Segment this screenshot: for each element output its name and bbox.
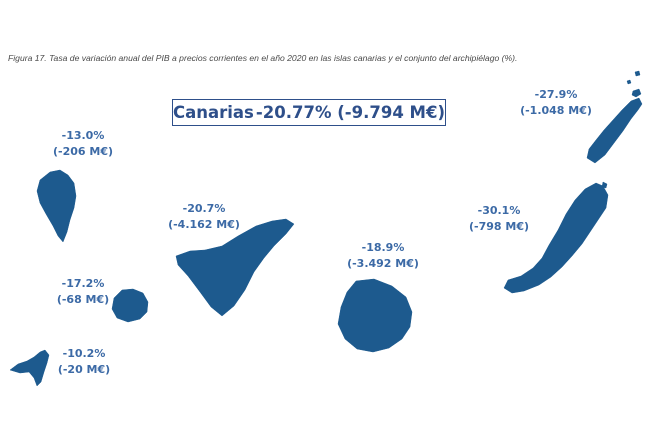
label-tenerife: -20.7% (-4.162 M€) xyxy=(168,201,240,233)
amount-lanzarote: (-1.048 M€) xyxy=(520,104,592,117)
amount-el-hierro: (-20 M€) xyxy=(57,363,111,376)
label-la-gomera: -17.2% (-68 M€) xyxy=(57,276,109,308)
islet-montana-clara xyxy=(626,79,632,85)
islet-lobos xyxy=(601,181,608,189)
rate-tenerife: -20.7% xyxy=(182,202,226,215)
rate-la-palma: -13.0% xyxy=(61,129,105,142)
island-gran-canaria xyxy=(337,278,413,353)
island-el-hierro xyxy=(9,349,50,387)
rate-fuerteventura: -30.1% xyxy=(477,204,521,217)
amount-gran-canaria: (-3.492 M€) xyxy=(347,257,419,270)
label-la-palma: -13.0% (-206 M€) xyxy=(53,128,113,160)
amount-la-palma: (-206 M€) xyxy=(52,145,114,158)
amount-tenerife: (-4.162 M€) xyxy=(168,218,240,231)
island-lanzarote xyxy=(586,97,643,164)
archipelago-name: Canarias xyxy=(173,103,254,122)
label-el-hierro: -10.2% (-20 M€) xyxy=(58,346,110,378)
amount-fuerteventura: (-798 M€) xyxy=(468,220,530,233)
rate-gran-canaria: -18.9% xyxy=(361,241,405,254)
figure-caption: Figura 17. Tasa de variación anual del P… xyxy=(8,53,518,63)
archipelago-total-value: -20.77% (-9.794 M€) xyxy=(255,103,445,122)
island-fuerteventura xyxy=(503,182,609,294)
island-la-palma xyxy=(36,169,77,243)
rate-la-gomera: -17.2% xyxy=(61,277,105,290)
islet-la-graciosa xyxy=(631,88,642,98)
rate-lanzarote: -27.9% xyxy=(534,88,578,101)
rate-el-hierro: -10.2% xyxy=(62,347,106,360)
island-la-gomera xyxy=(111,288,149,323)
islet-alegranza xyxy=(634,70,641,77)
archipelago-total-box: Canarias -20.77% (-9.794 M€) xyxy=(172,99,446,126)
island-tenerife xyxy=(175,218,295,317)
label-lanzarote: -27.9% (-1.048 M€) xyxy=(520,87,592,119)
amount-la-gomera: (-68 M€) xyxy=(56,293,110,306)
label-fuerteventura: -30.1% (-798 M€) xyxy=(469,203,529,235)
label-gran-canaria: -18.9% (-3.492 M€) xyxy=(347,240,419,272)
